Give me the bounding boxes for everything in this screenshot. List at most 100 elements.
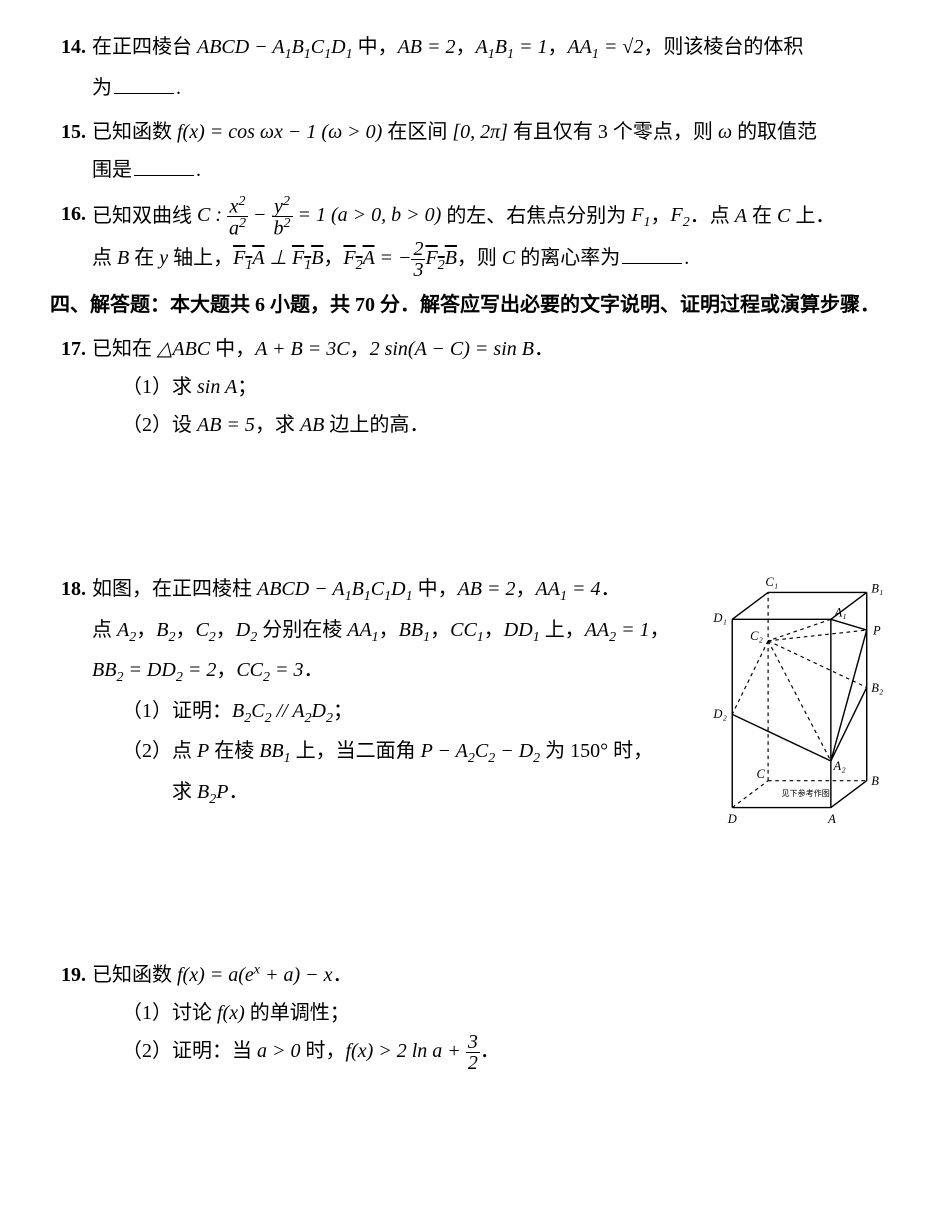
t: ，则该棱台的体积 [643, 36, 803, 58]
math: CC1 [450, 619, 484, 641]
t: ， [175, 619, 195, 641]
question-body: 已知函数 f(x) = cos ωx − 1 (ω > 0) 在区间 [0, 2… [92, 113, 900, 189]
math: f(x) = cos ωx − 1 (ω > 0) [177, 121, 382, 143]
t: ， [516, 578, 536, 600]
t: ，则 [457, 247, 502, 269]
t: ， [484, 619, 504, 641]
math: 2 sin(A − C) = sin B [370, 338, 534, 360]
label-C2: C₂ [750, 629, 763, 643]
part-label: （1） [122, 700, 172, 722]
math: ABCD − A1B1C1D1 [257, 578, 413, 600]
t: 中， [353, 36, 398, 58]
t: ． [480, 1040, 500, 1062]
math: f(x) > 2 ln a + 32 [346, 1040, 480, 1062]
math: B2 [156, 619, 175, 641]
question-number: 18. [50, 570, 92, 830]
math: AB = 2 [458, 578, 516, 600]
t: 在区间 [382, 121, 452, 143]
math: B2C2 // A2D2 [232, 700, 333, 722]
part-label: （1） [122, 376, 172, 398]
t: ， [651, 204, 671, 226]
t: 的取值范 [732, 121, 817, 143]
t: ， [430, 619, 450, 641]
math: AA2 = 1 [585, 619, 650, 641]
t: 上， [540, 619, 585, 641]
question-body: 已知在 △ABC 中，A + B = 3C，2 sin(A − C) = sin… [92, 330, 900, 444]
question-number: 14. [50, 28, 92, 107]
t: 有且仅有 3 个零点，则 [508, 121, 718, 143]
t: ， [547, 36, 567, 58]
t: ， [350, 338, 370, 360]
math: A [735, 204, 747, 226]
math: AB = 2 [398, 36, 456, 58]
t: 在 [129, 247, 159, 269]
math: CC2 = 3 [236, 659, 303, 681]
t: ．点 [690, 204, 735, 226]
t: 证明：当 [172, 1040, 257, 1062]
t: ， [456, 36, 476, 58]
t: 边上的高． [324, 414, 429, 436]
math: AA1 = √2 [567, 36, 643, 58]
t: ． [333, 964, 353, 986]
section-title: 四、解答题：本大题共 6 小题，共 70 分．解答应写出必要的文字说明、证明过程… [50, 286, 900, 324]
math: sin A [197, 376, 237, 398]
t: 点 [92, 247, 117, 269]
t: 的左、右焦点分别为 [441, 204, 631, 226]
math: A1B1 = 1 [476, 36, 548, 58]
t: 如图，在正四棱柱 [92, 578, 257, 600]
label-C1: C₁ [765, 575, 778, 589]
t: 已知函数 [92, 121, 177, 143]
math: A2 [117, 619, 136, 641]
t: 为 [92, 77, 112, 99]
math: F2 [671, 204, 690, 226]
math: BB1 [399, 619, 430, 641]
t: ． [534, 338, 554, 360]
question-16: 16. 已知双曲线 C : x2a2 − y2b2 = 1 (a > 0, b … [50, 195, 900, 280]
t: ； [237, 376, 257, 398]
t: . [196, 159, 201, 181]
t: ， [379, 619, 399, 641]
label-A1: A₁ [833, 606, 846, 620]
label-D1: D₁ [712, 611, 726, 625]
question-body: 已知函数 f(x) = a(ex + a) − x． （1）讨论 f(x) 的单… [92, 956, 900, 1073]
math: F1 [631, 204, 650, 226]
question-15: 15. 已知函数 f(x) = cos ωx − 1 (ω > 0) 在区间 [… [50, 113, 900, 189]
part-label: （2） [122, 740, 172, 762]
t: ， [136, 619, 156, 641]
t: ． [304, 659, 324, 681]
question-17: 17. 已知在 △ABC 中，A + B = 3C，2 sin(A − C) =… [50, 330, 900, 444]
t: 分别在棱 [257, 619, 347, 641]
t: ， [650, 619, 670, 641]
math: D2 [236, 619, 257, 641]
math: P [197, 740, 209, 762]
label-B2: B₂ [871, 681, 884, 695]
label-B: B [871, 774, 879, 788]
t: 上，当二面角 [291, 740, 421, 762]
question-number: 15. [50, 113, 92, 189]
math: F1A ⊥ F1B [233, 247, 323, 269]
t: 求 [172, 781, 197, 803]
label-A: A [827, 812, 836, 826]
question-body: 如图，在正四棱柱 ABCD − A1B1C1D1 中，AB = 2，AA1 = … [92, 570, 900, 830]
blank [134, 175, 194, 176]
t: 的单调性； [245, 1002, 350, 1024]
t: . [684, 247, 689, 269]
t: 在 [747, 204, 777, 226]
t: 讨论 [172, 1002, 217, 1024]
t: 时， [301, 1040, 346, 1062]
blank [622, 263, 682, 264]
question-number: 16. [50, 195, 92, 280]
label-C: C [756, 767, 765, 781]
math: ω [718, 121, 732, 143]
math: AA1 [347, 619, 378, 641]
t: ， [323, 247, 343, 269]
t: . [176, 77, 181, 99]
t: 中， [413, 578, 458, 600]
t: 中， [210, 338, 255, 360]
t: ， [216, 659, 236, 681]
math: ABCD − A1B1C1D1 [197, 36, 353, 58]
part-label: （2） [122, 414, 172, 436]
math: F2A = −23F2B [343, 247, 457, 269]
label-P: P [872, 623, 881, 637]
math: B2P [197, 781, 228, 803]
